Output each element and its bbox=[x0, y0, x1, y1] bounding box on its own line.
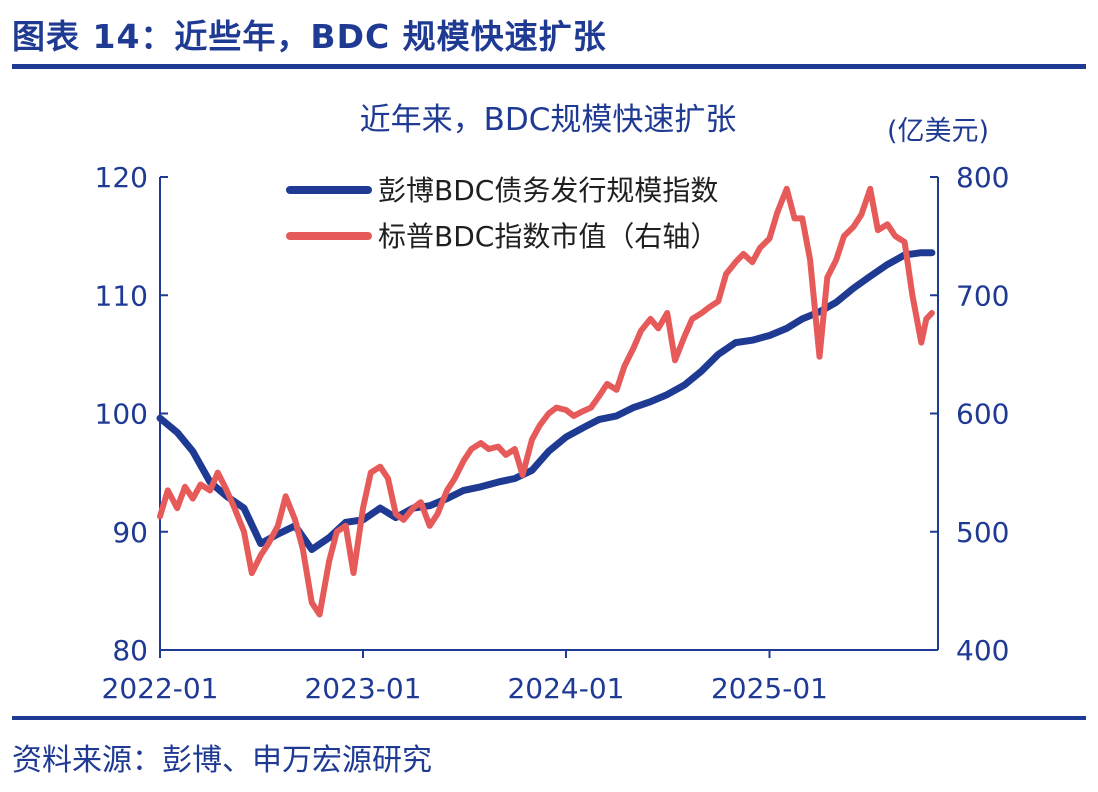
series-line-1 bbox=[156, 249, 936, 553]
legend-label-2: 标普BDC指数市值（右轴） bbox=[378, 220, 718, 253]
legend-label-1: 彭博BDC债务发行规模指数 bbox=[378, 174, 718, 207]
x-tick-label: 2024-01 bbox=[507, 672, 624, 705]
right-tick-label: 400 bbox=[956, 634, 1009, 667]
right-tick-label: 600 bbox=[956, 398, 1009, 431]
bottom-rule bbox=[12, 716, 1086, 720]
right-tick-label: 800 bbox=[956, 161, 1009, 194]
source-note: 资料来源：彭博、申万宏源研究 bbox=[12, 743, 432, 778]
left-tick-label: 110 bbox=[95, 279, 148, 312]
x-tick-label: 2023-01 bbox=[304, 672, 421, 705]
series-line-2 bbox=[157, 185, 935, 618]
figure-title: 图表 14：近些年，BDC 规模快速扩张 bbox=[12, 17, 607, 56]
right-tick-label: 500 bbox=[956, 516, 1009, 549]
left-tick-label: 80 bbox=[112, 634, 148, 667]
left-tick-label: 100 bbox=[95, 398, 148, 431]
series-group bbox=[156, 185, 936, 618]
axes: 80 90 100 110 120 400 500 600 700 800 2022-01 2023-… bbox=[95, 161, 1010, 705]
top-rule bbox=[12, 64, 1086, 69]
chart-title: 近年来，BDC规模快速扩张 bbox=[360, 102, 737, 138]
left-tick-label: 90 bbox=[112, 516, 148, 549]
right-tick-label: 700 bbox=[956, 279, 1009, 312]
left-tick-label: 120 bbox=[95, 161, 148, 194]
x-tick-label: 2022-01 bbox=[102, 672, 219, 705]
x-tick-label: 2025-01 bbox=[711, 672, 828, 705]
right-axis-unit-label: (亿美元) bbox=[887, 116, 989, 147]
